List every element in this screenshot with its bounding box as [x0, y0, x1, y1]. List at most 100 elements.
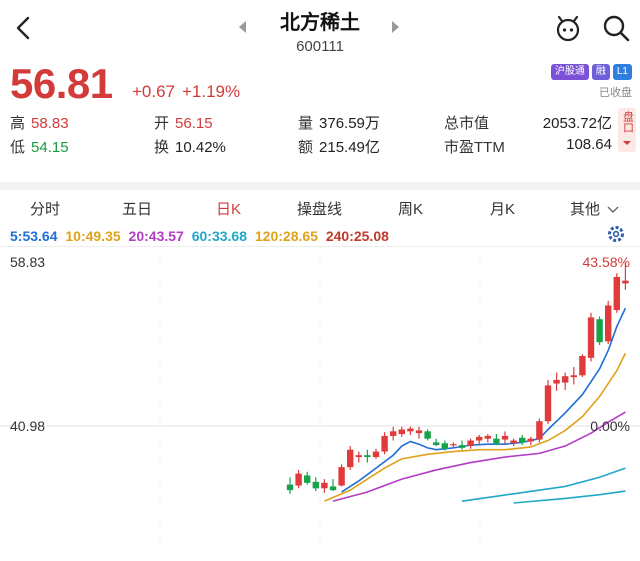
- back-arrow-icon[interactable]: [8, 10, 40, 46]
- candle: [295, 469, 302, 489]
- candle: [450, 442, 457, 448]
- tab-daily-k[interactable]: 日K: [216, 201, 242, 218]
- market-status: 已收盘: [599, 87, 632, 99]
- candle: [527, 436, 534, 446]
- candle: [622, 262, 629, 290]
- stat-low: 低 54.15: [10, 139, 69, 156]
- prev-stock-icon[interactable]: [236, 18, 250, 36]
- ma120-label: 120:28.65: [254, 228, 318, 244]
- top-header: 北方稀土 600111: [0, 0, 640, 56]
- chevron-down-icon: [607, 206, 619, 213]
- stock-code: 600111: [296, 38, 344, 55]
- candle: [484, 434, 491, 443]
- tab-monthly-k[interactable]: 月K: [490, 201, 516, 218]
- stat-pe-value: 108.64: [566, 136, 612, 153]
- candle: [304, 471, 311, 485]
- search-icon[interactable]: [600, 12, 632, 44]
- pct-label-base: 0.00%: [590, 418, 630, 434]
- candle: [510, 438, 517, 447]
- candle: [347, 446, 354, 470]
- margin-badge: 融: [591, 64, 610, 80]
- badge-group: 沪股通 融 L1: [550, 64, 632, 80]
- ma-line-ma60: [461, 467, 626, 502]
- ma-line-ma10: [324, 352, 627, 502]
- order-book-label: 盘口: [621, 111, 634, 133]
- ma10-label: 10:49.35: [65, 228, 121, 244]
- candle: [613, 273, 620, 313]
- tab-intraday[interactable]: 分时: [30, 201, 61, 218]
- candle: [381, 432, 388, 455]
- candle: [544, 379, 552, 424]
- level1-badge: L1: [612, 64, 632, 80]
- pct-label-high: 43.58%: [582, 254, 630, 270]
- stat-mktcap-label: 总市值: [444, 115, 490, 132]
- ma-line-ma5: [341, 307, 627, 493]
- candle: [562, 372, 569, 390]
- gear-icon[interactable]: [606, 224, 626, 244]
- tab-trading-line[interactable]: 操盘线: [297, 201, 343, 218]
- candle: [501, 431, 509, 445]
- y-label-base: 40.98: [10, 418, 46, 434]
- hk-connect-badge: 沪股通: [550, 64, 589, 80]
- stat-high: 高 58.83: [10, 115, 69, 132]
- price-change-percent: +1.19%: [182, 82, 241, 101]
- candle: [398, 426, 405, 437]
- candle: [415, 426, 423, 439]
- stock-title-block: 北方稀土 600111: [0, 6, 640, 55]
- ma-line-ma120: [513, 490, 626, 504]
- y-label-high: 58.83: [10, 254, 46, 270]
- current-price: 56.81: [10, 60, 113, 107]
- next-stock-icon[interactable]: [388, 18, 402, 36]
- candle: [390, 426, 397, 441]
- candle: [476, 435, 483, 445]
- stat-amount: 额 215.49亿: [298, 139, 380, 156]
- candle: [458, 440, 466, 450]
- assistant-icon[interactable]: [552, 12, 584, 44]
- candle: [372, 448, 380, 459]
- candle: [407, 426, 414, 436]
- ma-line-ma20: [332, 411, 626, 502]
- kline-chart[interactable]: 58.83 40.98 43.58% 0.00%: [0, 245, 640, 561]
- candle: [570, 367, 577, 385]
- chevron-down-icon: [623, 141, 631, 145]
- candle: [605, 300, 612, 345]
- candle: [519, 435, 526, 446]
- stat-open: 开 56.15: [154, 115, 213, 132]
- quote-panel: 56.81 +0.67 +1.19% 沪股通 融 L1 已收盘 高 58.83 低…: [0, 56, 640, 166]
- ma20-label: 20:43.57: [128, 228, 184, 244]
- candle: [338, 464, 345, 487]
- stat-mktcap-value: 2053.72亿: [542, 115, 612, 132]
- price-change: +0.67: [132, 82, 176, 101]
- candle: [321, 479, 328, 493]
- candle: [441, 440, 448, 451]
- candle: [553, 372, 560, 391]
- stock-name: 北方稀土: [280, 12, 360, 34]
- stat-volume: 量 376.59万: [298, 115, 380, 132]
- candle: [433, 438, 440, 447]
- ma60-label: 60:33.68: [191, 228, 247, 244]
- candle: [329, 479, 337, 492]
- stat-turnover: 换 10.42%: [154, 139, 226, 156]
- ma5-label: 5:53.64: [10, 228, 58, 244]
- candle: [493, 434, 500, 446]
- kline-svg: [0, 245, 640, 561]
- tab-other-label: 其他: [570, 201, 601, 218]
- candle: [579, 354, 586, 378]
- candle: [587, 312, 595, 362]
- tab-other[interactable]: 其他: [570, 198, 619, 219]
- candle: [424, 429, 431, 441]
- tab-five-day[interactable]: 五日: [122, 201, 153, 218]
- candle: [312, 477, 319, 492]
- candle: [596, 316, 603, 345]
- ma240-label: 240:25.08: [325, 228, 389, 244]
- candle: [467, 438, 474, 449]
- candle: [364, 449, 371, 463]
- candle: [355, 451, 362, 463]
- ma-legend: 5:53.64 10:49.35 20:43.57 60:33.68 120:2…: [10, 228, 393, 244]
- candle: [286, 477, 294, 494]
- stat-pe-label: 市盈TTM: [444, 139, 505, 156]
- candle: [536, 418, 543, 443]
- chart-tabs: 分时 五日 日K 操盘线 周K 月K 其他: [0, 182, 640, 218]
- tab-weekly-k[interactable]: 周K: [398, 201, 424, 218]
- order-book-toggle[interactable]: 盘口: [618, 108, 636, 152]
